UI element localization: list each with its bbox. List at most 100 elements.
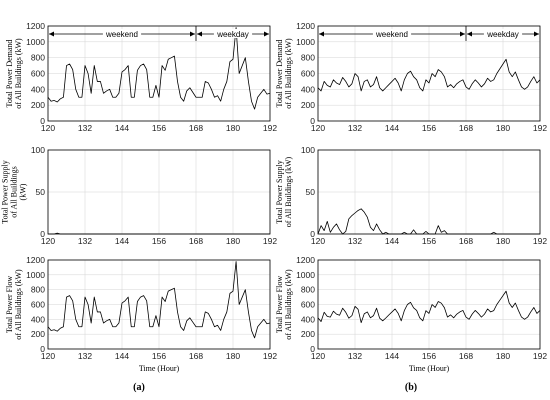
y-tick-label: 400 (301, 84, 315, 94)
weekday-arrow-right (264, 31, 269, 37)
x-tick-label: 156 (422, 351, 436, 361)
y-tick-label: 600 (301, 300, 315, 310)
x-tick-label: 144 (115, 351, 129, 361)
y-axis-label: of All Buildings (kW) (284, 269, 293, 340)
weekday-label: weekday (486, 30, 519, 39)
y-tick-label: 0 (40, 116, 45, 126)
y-axis-label: of All Buildings (kW) (284, 156, 293, 227)
series-line (47, 261, 271, 339)
x-axis-label: Time (Hour) (409, 364, 450, 373)
y-tick-label: 100 (301, 145, 315, 155)
y-tick-label: 800 (31, 285, 45, 295)
x-tick-label: 120 (41, 123, 55, 133)
weekend-arrow-left (49, 31, 54, 37)
weekend-arrow-right (460, 31, 465, 37)
x-tick-label: 120 (41, 351, 55, 361)
x-tick-label: 144 (385, 351, 399, 361)
x-tick-label: 132 (78, 123, 92, 133)
y-tick-label: 1200 (296, 255, 315, 265)
x-tick-label: 144 (385, 236, 399, 246)
chart-b-1: 120 132 144 156 168 180 192 0 200 400 600 800 1000 12… (275, 21, 547, 133)
x-tick-label: 180 (226, 123, 240, 133)
y-tick-label: 200 (31, 329, 45, 339)
y-tick-label: 1000 (296, 37, 315, 47)
x-tick-label: 144 (115, 236, 129, 246)
x-tick-label: 120 (311, 351, 325, 361)
x-tick-label: 132 (348, 123, 362, 133)
chart-a-1: 120 132 144 156 168 180 192 0 200 400 600 800 1000 12… (5, 21, 277, 133)
x-tick-label: 180 (226, 236, 240, 246)
chart-a-2: 120 132 144 156 168 180 192 0 50 100 Total Power S… (1, 145, 278, 246)
y-tick-label: 50 (306, 187, 316, 197)
x-tick-label: 192 (533, 123, 547, 133)
figure-column-b: 120 132 144 156 168 180 1920200400600800100012… (275, 21, 547, 373)
y-tick-label: 50 (36, 187, 46, 197)
y-tick-label: 800 (301, 285, 315, 295)
weekend-label: weekend (105, 30, 138, 39)
x-tick-label: 132 (348, 236, 362, 246)
y-tick-label: 0 (310, 116, 315, 126)
x-tick-label: 156 (152, 351, 166, 361)
plot-frame (317, 259, 541, 350)
weekday-arrow-left (197, 31, 202, 37)
series-line (317, 58, 541, 92)
x-tick-label: 192 (263, 236, 277, 246)
y-tick-label: 200 (301, 329, 315, 339)
y-tick-label: 400 (301, 314, 315, 324)
y-tick-label: 800 (301, 53, 315, 63)
x-tick-label: 180 (496, 236, 510, 246)
x-tick-label: 120 (41, 236, 55, 246)
y-tick-label: 400 (31, 84, 45, 94)
x-tick-label: 168 (459, 351, 473, 361)
weekday-arrow-right (534, 31, 539, 37)
chart-b-2: 120 132 144 156 168 180 192 0 50 100 Total Power S… (275, 145, 547, 246)
figure-column-a: 120 132 144 156 168 180 1920200400600800100012… (1, 21, 278, 373)
weekend-arrow-right (190, 31, 195, 37)
y-axis-label: Total Power Flow (275, 276, 284, 333)
weekday-arrow-left (467, 31, 472, 37)
y-tick-label: 200 (31, 100, 45, 110)
y-tick-label: 200 (301, 100, 315, 110)
y-axis-label: of All Buildings (kW) (14, 38, 23, 109)
y-tick-label: 600 (31, 300, 45, 310)
x-tick-label: 156 (152, 123, 166, 133)
weekday-label: weekday (216, 30, 249, 39)
y-axis-label: of All Buildings (10, 166, 19, 218)
chart-b-3: 120 132 144 156 168 180 192 0 200 400 600 800 1000 12… (275, 255, 547, 373)
y-tick-label: 600 (301, 69, 315, 79)
x-tick-label: 120 (311, 123, 325, 133)
y-tick-label: 1200 (296, 21, 315, 31)
x-tick-label: 132 (78, 236, 92, 246)
x-tick-label: 180 (496, 123, 510, 133)
panel-label-a: (a) (133, 382, 145, 393)
y-tick-label: 100 (31, 145, 45, 155)
plot-frame (317, 25, 541, 122)
weekday-label-bg (213, 29, 253, 38)
plot-frame (47, 25, 271, 122)
weekend-label: weekend (375, 30, 408, 39)
y-axis-label: Total Power Supply (1, 160, 10, 223)
y-tick-label: 1000 (26, 270, 45, 280)
x-axis-label: Time (Hour) (139, 364, 180, 373)
x-tick-label: 156 (422, 236, 436, 246)
series-line (47, 27, 271, 110)
y-tick-label: 1000 (26, 37, 45, 47)
x-tick-label: 168 (189, 351, 203, 361)
series-line (317, 290, 541, 324)
y-axis-label: of All Buildings (kW) (284, 38, 293, 109)
weekend-label-bg (102, 29, 142, 38)
x-tick-label: 144 (385, 123, 399, 133)
y-axis-label: Total Power Supply (275, 160, 284, 223)
chart-a-3: 120 132 144 156 168 180 192 0 200 400 600 800 1000 12… (5, 255, 277, 373)
y-tick-label: 0 (40, 229, 45, 239)
y-tick-label: 1200 (26, 21, 45, 31)
y-tick-label: 0 (310, 344, 315, 354)
x-tick-label: 180 (226, 351, 240, 361)
x-tick-label: 168 (459, 123, 473, 133)
x-tick-label: 168 (459, 236, 473, 246)
x-tick-label: 120 (311, 236, 325, 246)
x-tick-label: 168 (189, 236, 203, 246)
x-tick-label: 192 (263, 123, 277, 133)
x-tick-label: 168 (189, 123, 203, 133)
